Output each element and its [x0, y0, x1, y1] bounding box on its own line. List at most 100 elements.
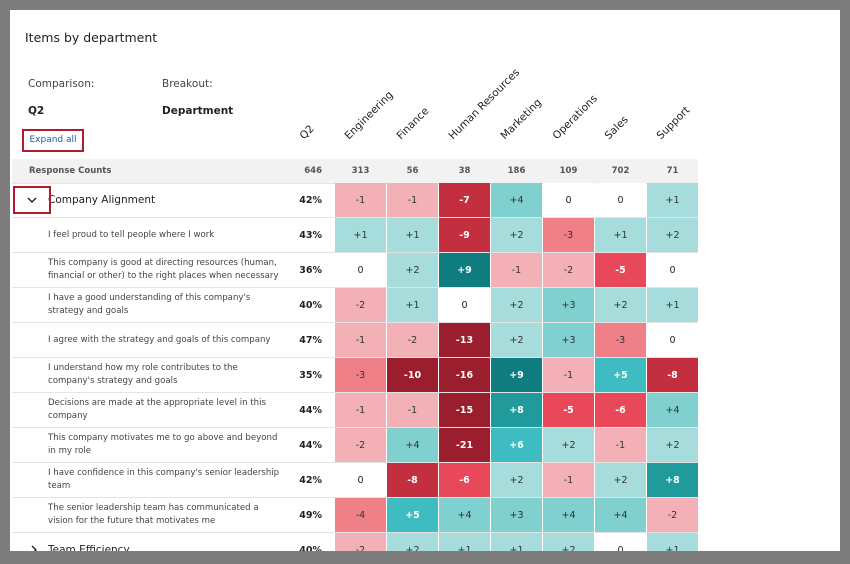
response-count: 702: [611, 166, 630, 176]
heat-cell: -1: [543, 463, 594, 497]
heat-cell: +4: [595, 498, 646, 532]
heat-cell: +1: [647, 288, 698, 322]
heat-cell: +2: [387, 533, 438, 551]
heat-cell: +2: [491, 463, 542, 497]
heat-cell: -3: [335, 358, 386, 392]
score: 42%: [299, 194, 322, 206]
heat-cell: 0: [647, 253, 698, 287]
item-label: I feel proud to tell people where I work: [48, 229, 215, 240]
item-row: I have confidence in this company's seni…: [12, 463, 698, 498]
item-label: I have confidence in this company's seni…: [48, 468, 280, 491]
heat-cell: -2: [335, 428, 386, 462]
heat-cell: +4: [387, 428, 438, 462]
modal-title: Items by department: [25, 30, 158, 45]
modal: Items by department Comparison: Q2 Break…: [10, 10, 840, 551]
heat-cell: +5: [595, 358, 646, 392]
group-label[interactable]: Company Alignment: [48, 193, 156, 206]
item-label: I agree with the strategy and goals of t…: [48, 334, 271, 345]
score: 44%: [299, 439, 322, 451]
heat-cell: +1: [595, 218, 646, 252]
item-row: The senior leadership team has communica…: [12, 498, 698, 533]
score: 40%: [299, 544, 322, 552]
response-count: 56: [406, 166, 419, 176]
heat-cell: +8: [491, 393, 542, 427]
heat-cell: 0: [335, 463, 386, 497]
heat-cell: -5: [543, 393, 594, 427]
item-label: This company is good at directing resour…: [48, 258, 279, 281]
score: 49%: [299, 509, 322, 521]
item-label: Decisions are made at the appropriate le…: [48, 398, 266, 421]
heat-cell: 0: [595, 533, 646, 551]
response-count: 71: [666, 166, 679, 176]
response-count: 38: [458, 166, 471, 176]
score: 47%: [299, 334, 322, 346]
score: 36%: [299, 264, 322, 276]
heat-cell: -2: [335, 533, 386, 551]
response-count: 646: [304, 166, 322, 176]
heat-cell: +3: [543, 323, 594, 357]
heat-cell: -9: [439, 218, 490, 252]
heat-cell: +2: [595, 463, 646, 497]
heat-cell: -6: [439, 463, 490, 497]
heat-cell: +1: [439, 533, 490, 551]
score: 44%: [299, 404, 322, 416]
expand-all-button[interactable]: Expand all: [22, 129, 84, 152]
column-header: Finance: [394, 105, 432, 142]
response-count: 109: [559, 166, 578, 176]
response-count: 313: [351, 166, 370, 176]
item-row: I feel proud to tell people where I work…: [12, 218, 698, 253]
score: 40%: [299, 299, 322, 311]
heat-cell: +4: [647, 393, 698, 427]
toggle-icon[interactable]: [13, 186, 51, 214]
heat-cell: +2: [543, 428, 594, 462]
heat-cell: +6: [491, 428, 542, 462]
heat-cell: +2: [491, 323, 542, 357]
heat-cell: 0: [595, 183, 646, 217]
heat-cell: -1: [335, 323, 386, 357]
heat-cell: -13: [439, 323, 490, 357]
column-header: Support: [654, 104, 693, 142]
column-header: Operations: [550, 92, 600, 142]
heat-cell: -1: [491, 253, 542, 287]
item-row: I agree with the strategy and goals of t…: [12, 323, 698, 358]
heat-cell: -3: [595, 323, 646, 357]
heat-cell: +3: [543, 288, 594, 322]
heat-cell: -4: [335, 498, 386, 532]
heat-cell: -1: [595, 428, 646, 462]
heat-cell: -21: [439, 428, 490, 462]
item-row: This company is good at directing resour…: [12, 253, 698, 288]
toggle-icon[interactable]: [13, 536, 51, 551]
heat-cell: +2: [491, 218, 542, 252]
heat-cell: +1: [491, 533, 542, 551]
heat-cell: -7: [439, 183, 490, 217]
heat-cell: -1: [387, 393, 438, 427]
heat-cell: -15: [439, 393, 490, 427]
heat-cell: -2: [335, 288, 386, 322]
group-row[interactable]: Team Efficiency 40% -2 +2 +1 +1 +2 0 +1: [12, 533, 698, 551]
group-label[interactable]: Team Efficiency: [48, 543, 130, 552]
item-label: I have a good understanding of this comp…: [48, 293, 251, 316]
breakout-value[interactable]: Department: [162, 105, 234, 117]
item-row: Decisions are made at the appropriate le…: [12, 393, 698, 428]
heat-cell: -10: [387, 358, 438, 392]
heat-cell: +2: [647, 428, 698, 462]
heat-cell: -3: [543, 218, 594, 252]
heat-cell: +3: [491, 498, 542, 532]
heat-cell: -16: [439, 358, 490, 392]
heat-cell: 0: [439, 288, 490, 322]
heat-cell: +1: [647, 183, 698, 217]
heat-cell: +4: [491, 183, 542, 217]
heat-cell: +2: [387, 253, 438, 287]
item-row: I understand how my role contributes to …: [12, 358, 698, 393]
heat-cell: -2: [387, 323, 438, 357]
heat-cell: 0: [647, 323, 698, 357]
heat-cell: 0: [543, 183, 594, 217]
heat-cell: +4: [439, 498, 490, 532]
group-row[interactable]: Company Alignment 42% -1 -1 -7 +4 0 0 +1: [12, 183, 698, 218]
heat-cell: +4: [543, 498, 594, 532]
heat-cell: -1: [335, 393, 386, 427]
heat-cell: -2: [543, 253, 594, 287]
column-header: Q2: [297, 122, 317, 142]
heat-cell: +2: [595, 288, 646, 322]
comparison-value[interactable]: Q2: [28, 105, 45, 117]
